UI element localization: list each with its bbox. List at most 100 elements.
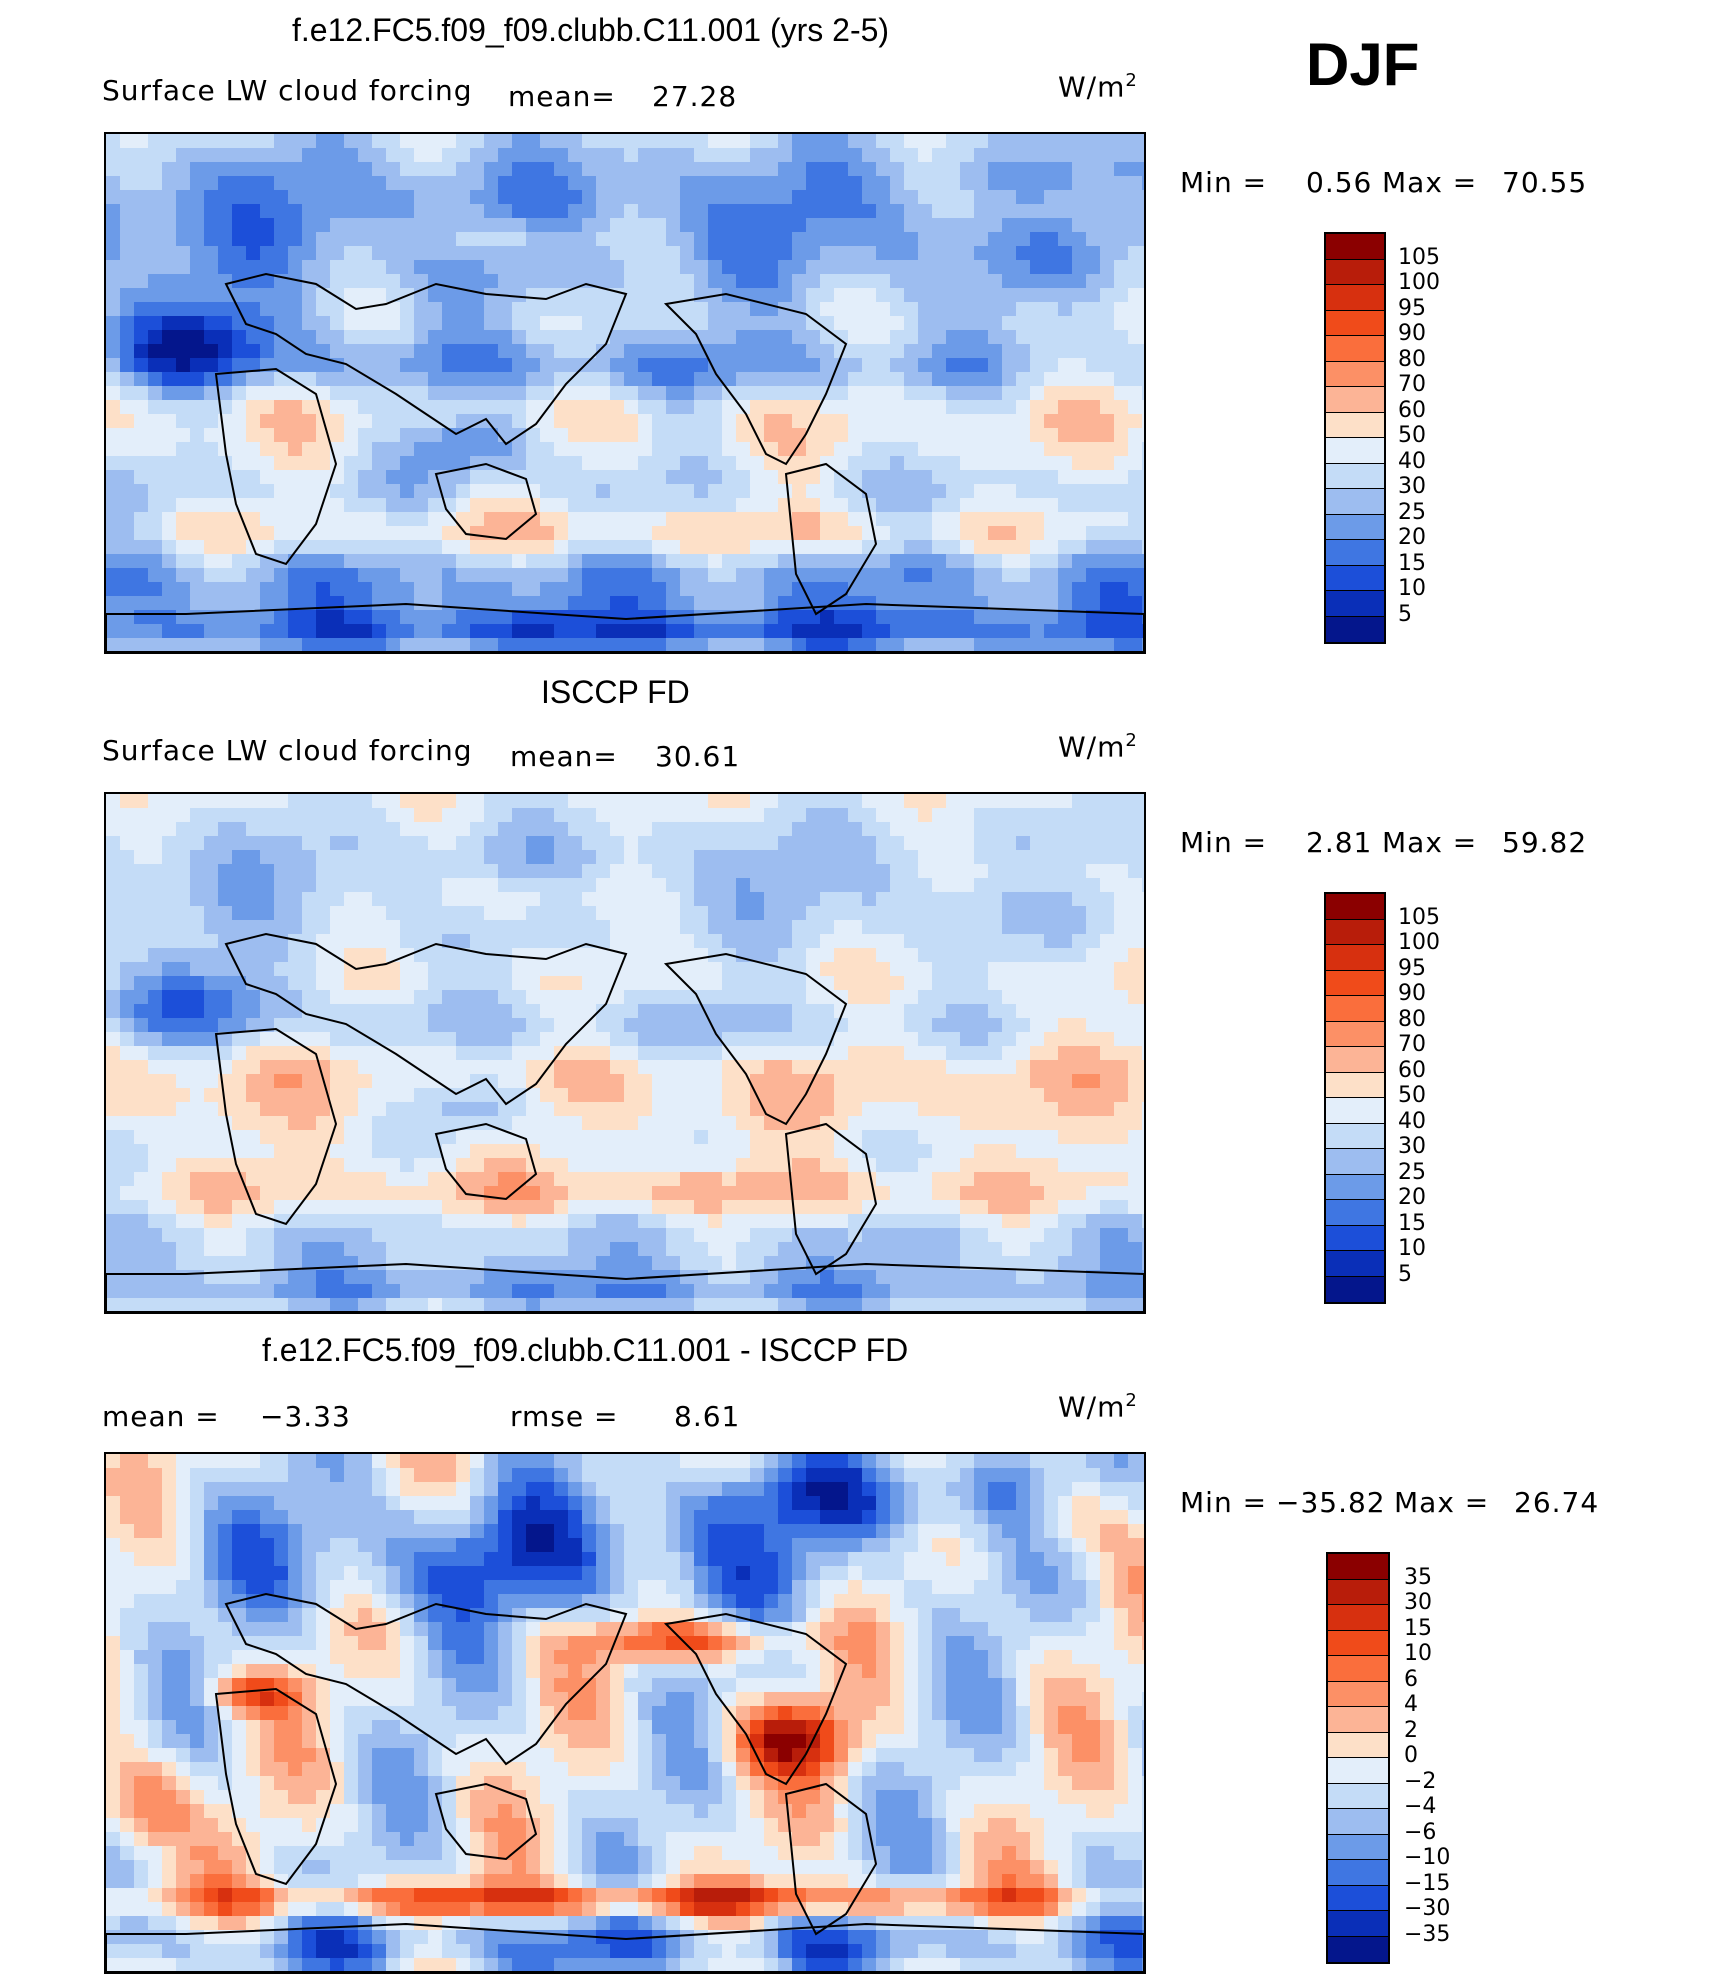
- colorbar-tick-label: 100: [1398, 930, 1440, 955]
- colorbar-tick-label: 80: [1398, 346, 1426, 372]
- colorbar-tick-label: −10: [1404, 1845, 1451, 1870]
- colorbar-swatch: [1326, 540, 1384, 566]
- colorbar-tick-label: 4: [1404, 1692, 1418, 1717]
- colorbar-tick-label: 10: [1398, 1236, 1426, 1261]
- panel3-colorbar-labels: 35 30 15 10 6 4 2 0 −2 −4 −6 −10 −15 −30 −35: [1404, 1552, 1484, 1960]
- colorbar-tick-label: 30: [1404, 1590, 1432, 1615]
- colorbar-tick-label: 5: [1398, 601, 1412, 627]
- colorbar-tick-label: −30: [1404, 1896, 1451, 1921]
- panel1-mean-label: mean=: [508, 80, 616, 113]
- colorbar-swatch: [1328, 1783, 1388, 1809]
- colorbar-swatch: [1326, 970, 1384, 996]
- colorbar-swatch: [1328, 1834, 1388, 1860]
- panel3-min-value: −35.82: [1276, 1486, 1386, 1519]
- colorbar-swatch: [1328, 1681, 1388, 1707]
- colorbar-tick-label: 20: [1398, 1185, 1426, 1210]
- colorbar-tick-label: −2: [1404, 1768, 1437, 1794]
- panel3-min-label: Min =: [1180, 1486, 1268, 1519]
- colorbar-tick-label: 6: [1404, 1666, 1418, 1692]
- colorbar-swatch: [1328, 1860, 1388, 1886]
- colorbar-swatch: [1326, 894, 1384, 920]
- colorbar-swatch: [1328, 1936, 1388, 1962]
- colorbar-swatch: [1326, 1047, 1384, 1073]
- colorbar-swatch: [1328, 1579, 1388, 1605]
- panel1-units: W/m2: [1058, 70, 1138, 104]
- colorbar-tick-label: 95: [1398, 955, 1426, 981]
- colorbar-swatch: [1326, 996, 1384, 1022]
- colorbar-tick-label: 70: [1398, 372, 1426, 397]
- colorbar-swatch: [1326, 336, 1384, 362]
- panel3-map-svg: [106, 1454, 1144, 1972]
- colorbar-tick-label: 60: [1398, 397, 1426, 423]
- colorbar-tick-label: 10: [1398, 576, 1426, 601]
- panel1-max-label: Max =: [1382, 166, 1478, 199]
- colorbar-swatch: [1326, 1200, 1384, 1226]
- panel2-colorbar-labels: 105 100 95 90 80 70 60 50 40 30 25 20 15 10 5: [1398, 892, 1478, 1300]
- colorbar-tick-label: 2: [1404, 1717, 1418, 1743]
- panel3-map: [104, 1452, 1146, 1974]
- colorbar-swatch: [1326, 310, 1384, 336]
- colorbar-swatch: [1326, 919, 1384, 945]
- colorbar-tick-label: −35: [1404, 1921, 1451, 1947]
- panel2-map: [104, 792, 1146, 1314]
- panel1-max-value: 70.55: [1502, 166, 1588, 199]
- colorbar-tick-label: 10: [1404, 1641, 1432, 1666]
- panel2-max-value: 59.82: [1502, 826, 1588, 859]
- colorbar-swatch: [1326, 565, 1384, 591]
- panel2-title: ISCCP FD: [541, 674, 690, 710]
- panel2-min-value: 2.81: [1306, 826, 1373, 859]
- colorbar-tick-label: 15: [1404, 1615, 1432, 1641]
- colorbar-tick-label: 95: [1398, 295, 1426, 321]
- season-label: DJF: [1306, 31, 1420, 98]
- panel3-max-label: Max =: [1394, 1486, 1490, 1519]
- colorbar-swatch: [1326, 361, 1384, 387]
- panel3-units: W/m2: [1058, 1390, 1138, 1424]
- panel2-colorbar: [1324, 892, 1386, 1304]
- colorbar-tick-label: 5: [1398, 1261, 1412, 1287]
- colorbar-tick-label: −6: [1404, 1819, 1437, 1845]
- panel2-mean-label: mean=: [510, 740, 618, 773]
- panel3-rmse-label: rmse =: [510, 1400, 619, 1433]
- panel3-mean-value: −3.33: [260, 1400, 351, 1433]
- panel1-min-label: Min =: [1180, 166, 1268, 199]
- panel1-colorbar: [1324, 232, 1386, 644]
- colorbar-swatch: [1326, 616, 1384, 642]
- colorbar-swatch: [1326, 1174, 1384, 1200]
- colorbar-swatch: [1326, 234, 1384, 260]
- colorbar-tick-label: 30: [1398, 474, 1426, 499]
- colorbar-swatch: [1328, 1758, 1388, 1784]
- panel3-rmse-value: 8.61: [674, 1400, 741, 1433]
- panel1-min-value: 0.56: [1306, 166, 1373, 199]
- colorbar-swatch: [1326, 1098, 1384, 1124]
- colorbar-tick-label: 15: [1398, 550, 1426, 576]
- colorbar-tick-label: 0: [1404, 1743, 1418, 1768]
- colorbar-tick-label: 90: [1398, 981, 1426, 1006]
- colorbar-tick-label: 25: [1398, 1159, 1426, 1185]
- panel1-map: [104, 132, 1146, 654]
- panel2-mean-value: 30.61: [655, 740, 741, 773]
- colorbar-swatch: [1326, 285, 1384, 311]
- colorbar-tick-label: 90: [1398, 321, 1426, 346]
- panel1-variable-label: Surface LW cloud forcing: [102, 74, 473, 107]
- colorbar-swatch: [1326, 463, 1384, 489]
- colorbar-swatch: [1328, 1630, 1388, 1656]
- colorbar-swatch: [1326, 1251, 1384, 1277]
- colorbar-tick-label: 70: [1398, 1032, 1426, 1057]
- colorbar-swatch: [1328, 1605, 1388, 1631]
- colorbar-tick-label: 100: [1398, 270, 1440, 295]
- colorbar-swatch: [1326, 945, 1384, 971]
- colorbar-swatch: [1326, 387, 1384, 413]
- panel3-title: f.e12.FC5.f09_f09.clubb.C11.001 - ISCCP …: [262, 1332, 909, 1368]
- panel1-mean-value: 27.28: [652, 80, 738, 113]
- panel1-map-svg: [106, 134, 1144, 652]
- colorbar-swatch: [1326, 1123, 1384, 1149]
- panel2-map-svg: [106, 794, 1144, 1312]
- panel3-colorbar: [1326, 1552, 1390, 1964]
- colorbar-tick-label: −15: [1404, 1870, 1451, 1896]
- colorbar-tick-label: 80: [1398, 1006, 1426, 1032]
- colorbar-swatch: [1326, 591, 1384, 617]
- colorbar-swatch: [1326, 1021, 1384, 1047]
- colorbar-tick-label: 30: [1398, 1134, 1426, 1159]
- colorbar-tick-label: 25: [1398, 499, 1426, 525]
- colorbar-tick-label: 20: [1398, 525, 1426, 550]
